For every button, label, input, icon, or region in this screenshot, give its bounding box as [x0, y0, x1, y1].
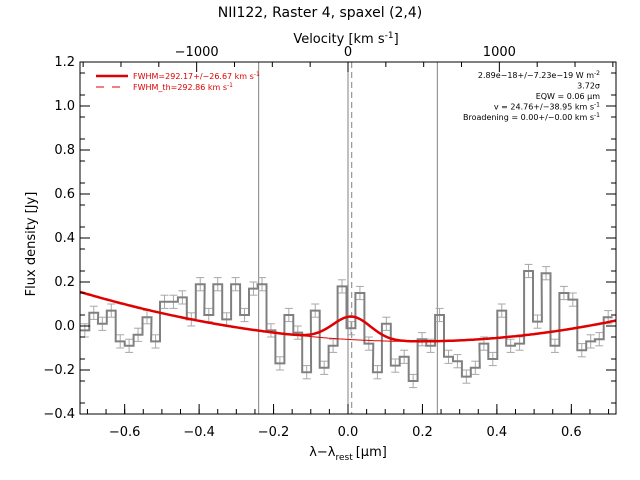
y-tick-label: 0.8 — [54, 143, 75, 158]
legend-label-theory: FWHM_th=292.86 km s-1 — [133, 82, 233, 92]
y-axis-label: Flux density [Jy] — [24, 192, 39, 297]
y-tick-label: −0.2 — [43, 363, 75, 378]
top-tick-label: 0 — [344, 45, 352, 60]
annotation-line: v = 24.76+/−38.95 km s-1 — [494, 102, 600, 112]
y-tick-label: 1.0 — [54, 99, 75, 114]
top-axis-label: Velocity [km s-1] — [293, 31, 398, 47]
annotation-line: EQW = 0.06 μm — [536, 92, 600, 101]
plot-area — [79, 62, 617, 414]
chart-title: NII122, Raster 4, spaxel (2,4) — [218, 5, 423, 21]
legend: FWHM=292.17+/−26.67 km s-1FWHM_th=292.86… — [96, 71, 260, 92]
fit-line — [79, 290, 617, 343]
y-tick-label: 0.0 — [54, 319, 75, 334]
y-tick-label: 0.2 — [54, 275, 75, 290]
x-tick-label: 0.2 — [412, 425, 433, 440]
top-tick-label: −1000 — [175, 45, 219, 60]
x-tick-label: −0.4 — [183, 425, 215, 440]
annotation-line: Broadening = 0.00+/−0.00 km s-1 — [463, 112, 600, 122]
x-tick-label: 0.6 — [561, 425, 582, 440]
x-tick-label: −0.2 — [258, 425, 290, 440]
x-tick-label: 0.4 — [487, 425, 508, 440]
x-axis-label: λ−λrest [μm] — [309, 445, 387, 463]
y-tick-label: 1.2 — [54, 55, 75, 70]
x-tick-label: −0.6 — [109, 425, 141, 440]
axes: −0.6 −0.4 −0.2 0.0 0.2 0.4 0.6 −0.4 −0.2 0.0 0.2 0.… — [43, 45, 617, 440]
annotation-line: 3.72σ — [577, 82, 600, 91]
spectrum-line — [80, 270, 613, 382]
x-tick-label: 0.0 — [338, 425, 359, 440]
annotation-line: 2.89e−18+/−7.23e−19 W m-2 — [478, 70, 600, 80]
y-tick-label: −0.4 — [43, 407, 75, 422]
y-tick-label: 0.4 — [54, 231, 75, 246]
top-tick-label: 1000 — [483, 45, 516, 60]
legend-label-fit: FWHM=292.17+/−26.67 km s-1 — [133, 71, 260, 81]
y-tick-label: 0.6 — [54, 187, 75, 202]
